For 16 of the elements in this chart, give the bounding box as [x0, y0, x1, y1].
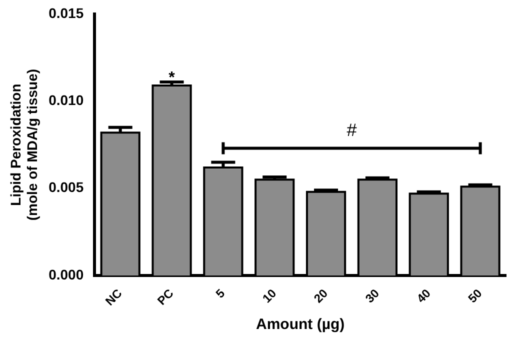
- x-tick-label: 5: [213, 286, 228, 301]
- x-tick-label: NC: [102, 286, 126, 308]
- y-tick-label: 0.010: [48, 92, 84, 108]
- x-tick-label: 40: [414, 286, 434, 306]
- annotation: #: [346, 120, 357, 140]
- x-axis-title: Amount (µg): [256, 316, 345, 334]
- y-tick-label: 0.015: [48, 4, 84, 21]
- y-axis-title: Lipid Peroxidation (mole of MDA/g tissue): [7, 68, 40, 221]
- y-tick-label: 0.005: [48, 179, 84, 196]
- x-tick-label: 50: [465, 286, 485, 306]
- x-tick-label: 30: [362, 286, 382, 306]
- x-tick-label: 20: [311, 286, 331, 306]
- y-tick-label: 0.000: [48, 266, 84, 282]
- x-tick-label: 10: [260, 286, 280, 306]
- annotation: *: [168, 70, 176, 87]
- x-tick-label: PC: [154, 286, 176, 308]
